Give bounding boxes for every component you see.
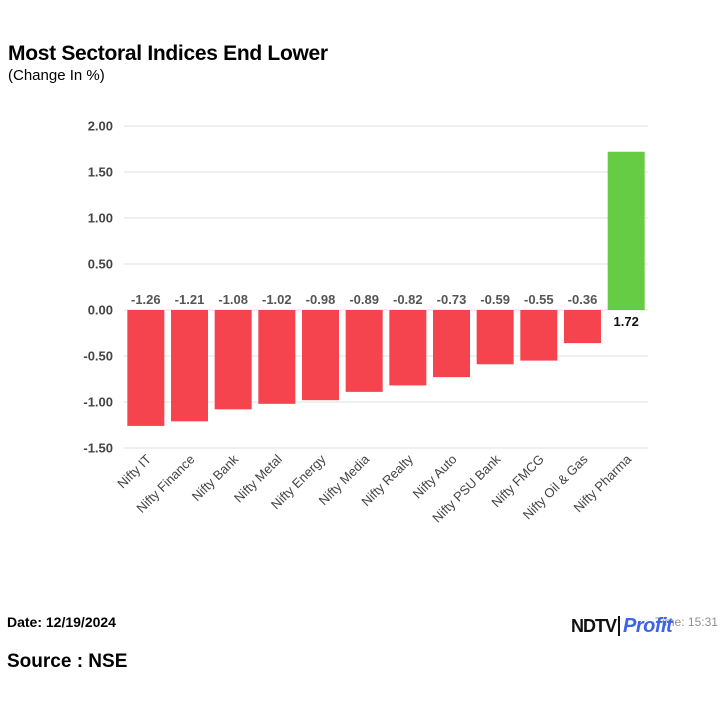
bar <box>171 310 208 422</box>
brand-profit: Profit <box>623 614 673 637</box>
data-label: -0.73 <box>437 292 467 307</box>
data-label: -1.26 <box>131 292 161 307</box>
data-label: 1.72 <box>614 314 639 329</box>
data-label: -0.59 <box>480 292 510 307</box>
bar <box>214 310 252 410</box>
source-label: Source : NSE <box>7 651 128 672</box>
data-label: -0.89 <box>349 292 379 307</box>
y-tick-label: -1.00 <box>83 395 113 410</box>
bar <box>258 310 296 404</box>
y-tick-label: 0.00 <box>88 303 113 318</box>
y-tick-label: 2.00 <box>88 119 113 134</box>
y-tick-label: 1.50 <box>88 165 113 180</box>
data-label: -1.21 <box>175 292 205 307</box>
bar <box>520 310 558 361</box>
chart-subtitle: (Change In %) <box>8 67 105 84</box>
data-label: -1.02 <box>262 292 292 307</box>
y-tick-label: -1.50 <box>83 441 113 456</box>
bar <box>476 310 514 365</box>
date-label: Date: 12/19/2024 <box>7 614 116 630</box>
data-label: -0.82 <box>393 292 423 307</box>
bar <box>564 310 601 344</box>
x-tick-label: Nifty IT <box>114 451 154 491</box>
brand-separator <box>618 616 620 636</box>
data-label: -0.55 <box>524 292 554 307</box>
y-tick-label: 1.00 <box>88 211 113 226</box>
y-tick-label: -0.50 <box>83 349 113 364</box>
bar <box>345 310 383 392</box>
time-label: Time: 15:31 <box>655 615 718 629</box>
bar <box>302 310 339 401</box>
bar <box>433 310 470 378</box>
bar <box>607 151 645 310</box>
chart-title: Most Sectoral Indices End Lower <box>8 42 328 65</box>
brand-ndtv: NDTV <box>571 615 617 636</box>
data-label: -1.08 <box>218 292 248 307</box>
bar <box>127 310 165 426</box>
y-tick-label: 0.50 <box>88 257 113 272</box>
brand-logo: NDTV Profit <box>571 613 673 639</box>
bar <box>389 310 427 386</box>
data-label: -0.98 <box>306 292 336 307</box>
data-label: -0.36 <box>568 292 598 307</box>
bar-chart: 2.00 1.50 1.00 0.50 0.00 -0.50 -1.00 -1.50 -1.26… <box>83 119 648 525</box>
